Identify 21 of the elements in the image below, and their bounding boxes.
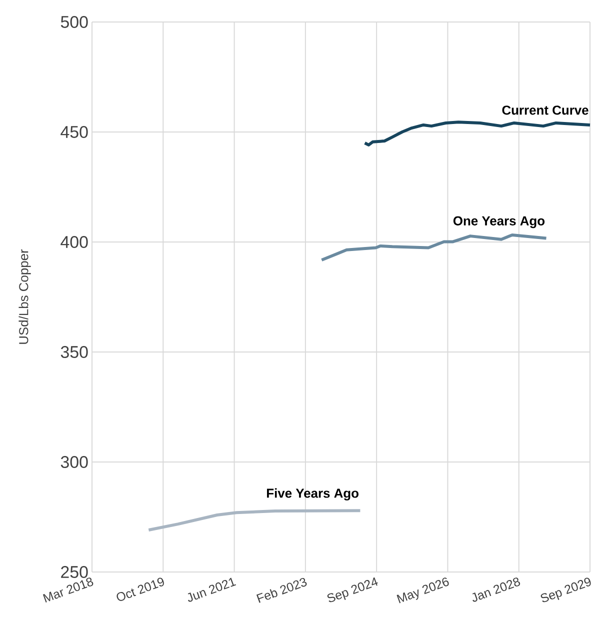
y-tick-label: 400 [60,236,88,248]
line-series [147,509,362,532]
line-series [320,233,548,262]
x-tick-label: Feb 2023 [256,578,307,603]
x-tick-label: Jun 2021 [188,578,236,602]
x-tick-label: Mar 2018 [42,578,94,603]
series-label: Current Curve [502,106,588,115]
y-tick-label: 500 [60,16,88,28]
x-tick-label: Sep 2029 [540,578,591,602]
x-tick-label: Sep 2024 [327,577,378,602]
line-series [363,120,592,146]
y-tick-label: 450 [60,126,88,138]
y-axis-title: USd/Lbs Copper [18,249,31,344]
x-tick-label: Jan 2028 [472,578,520,602]
x-tick-label: May 2026 [396,578,449,604]
y-tick-label: 250 [61,566,88,578]
x-tick-label: Oct 2019 [116,578,164,601]
series-label: Five Years Ago [267,488,358,500]
y-tick-label: 300 [60,456,88,468]
y-tick-label: 350 [60,346,88,358]
series-label: One Years Ago [453,216,545,228]
